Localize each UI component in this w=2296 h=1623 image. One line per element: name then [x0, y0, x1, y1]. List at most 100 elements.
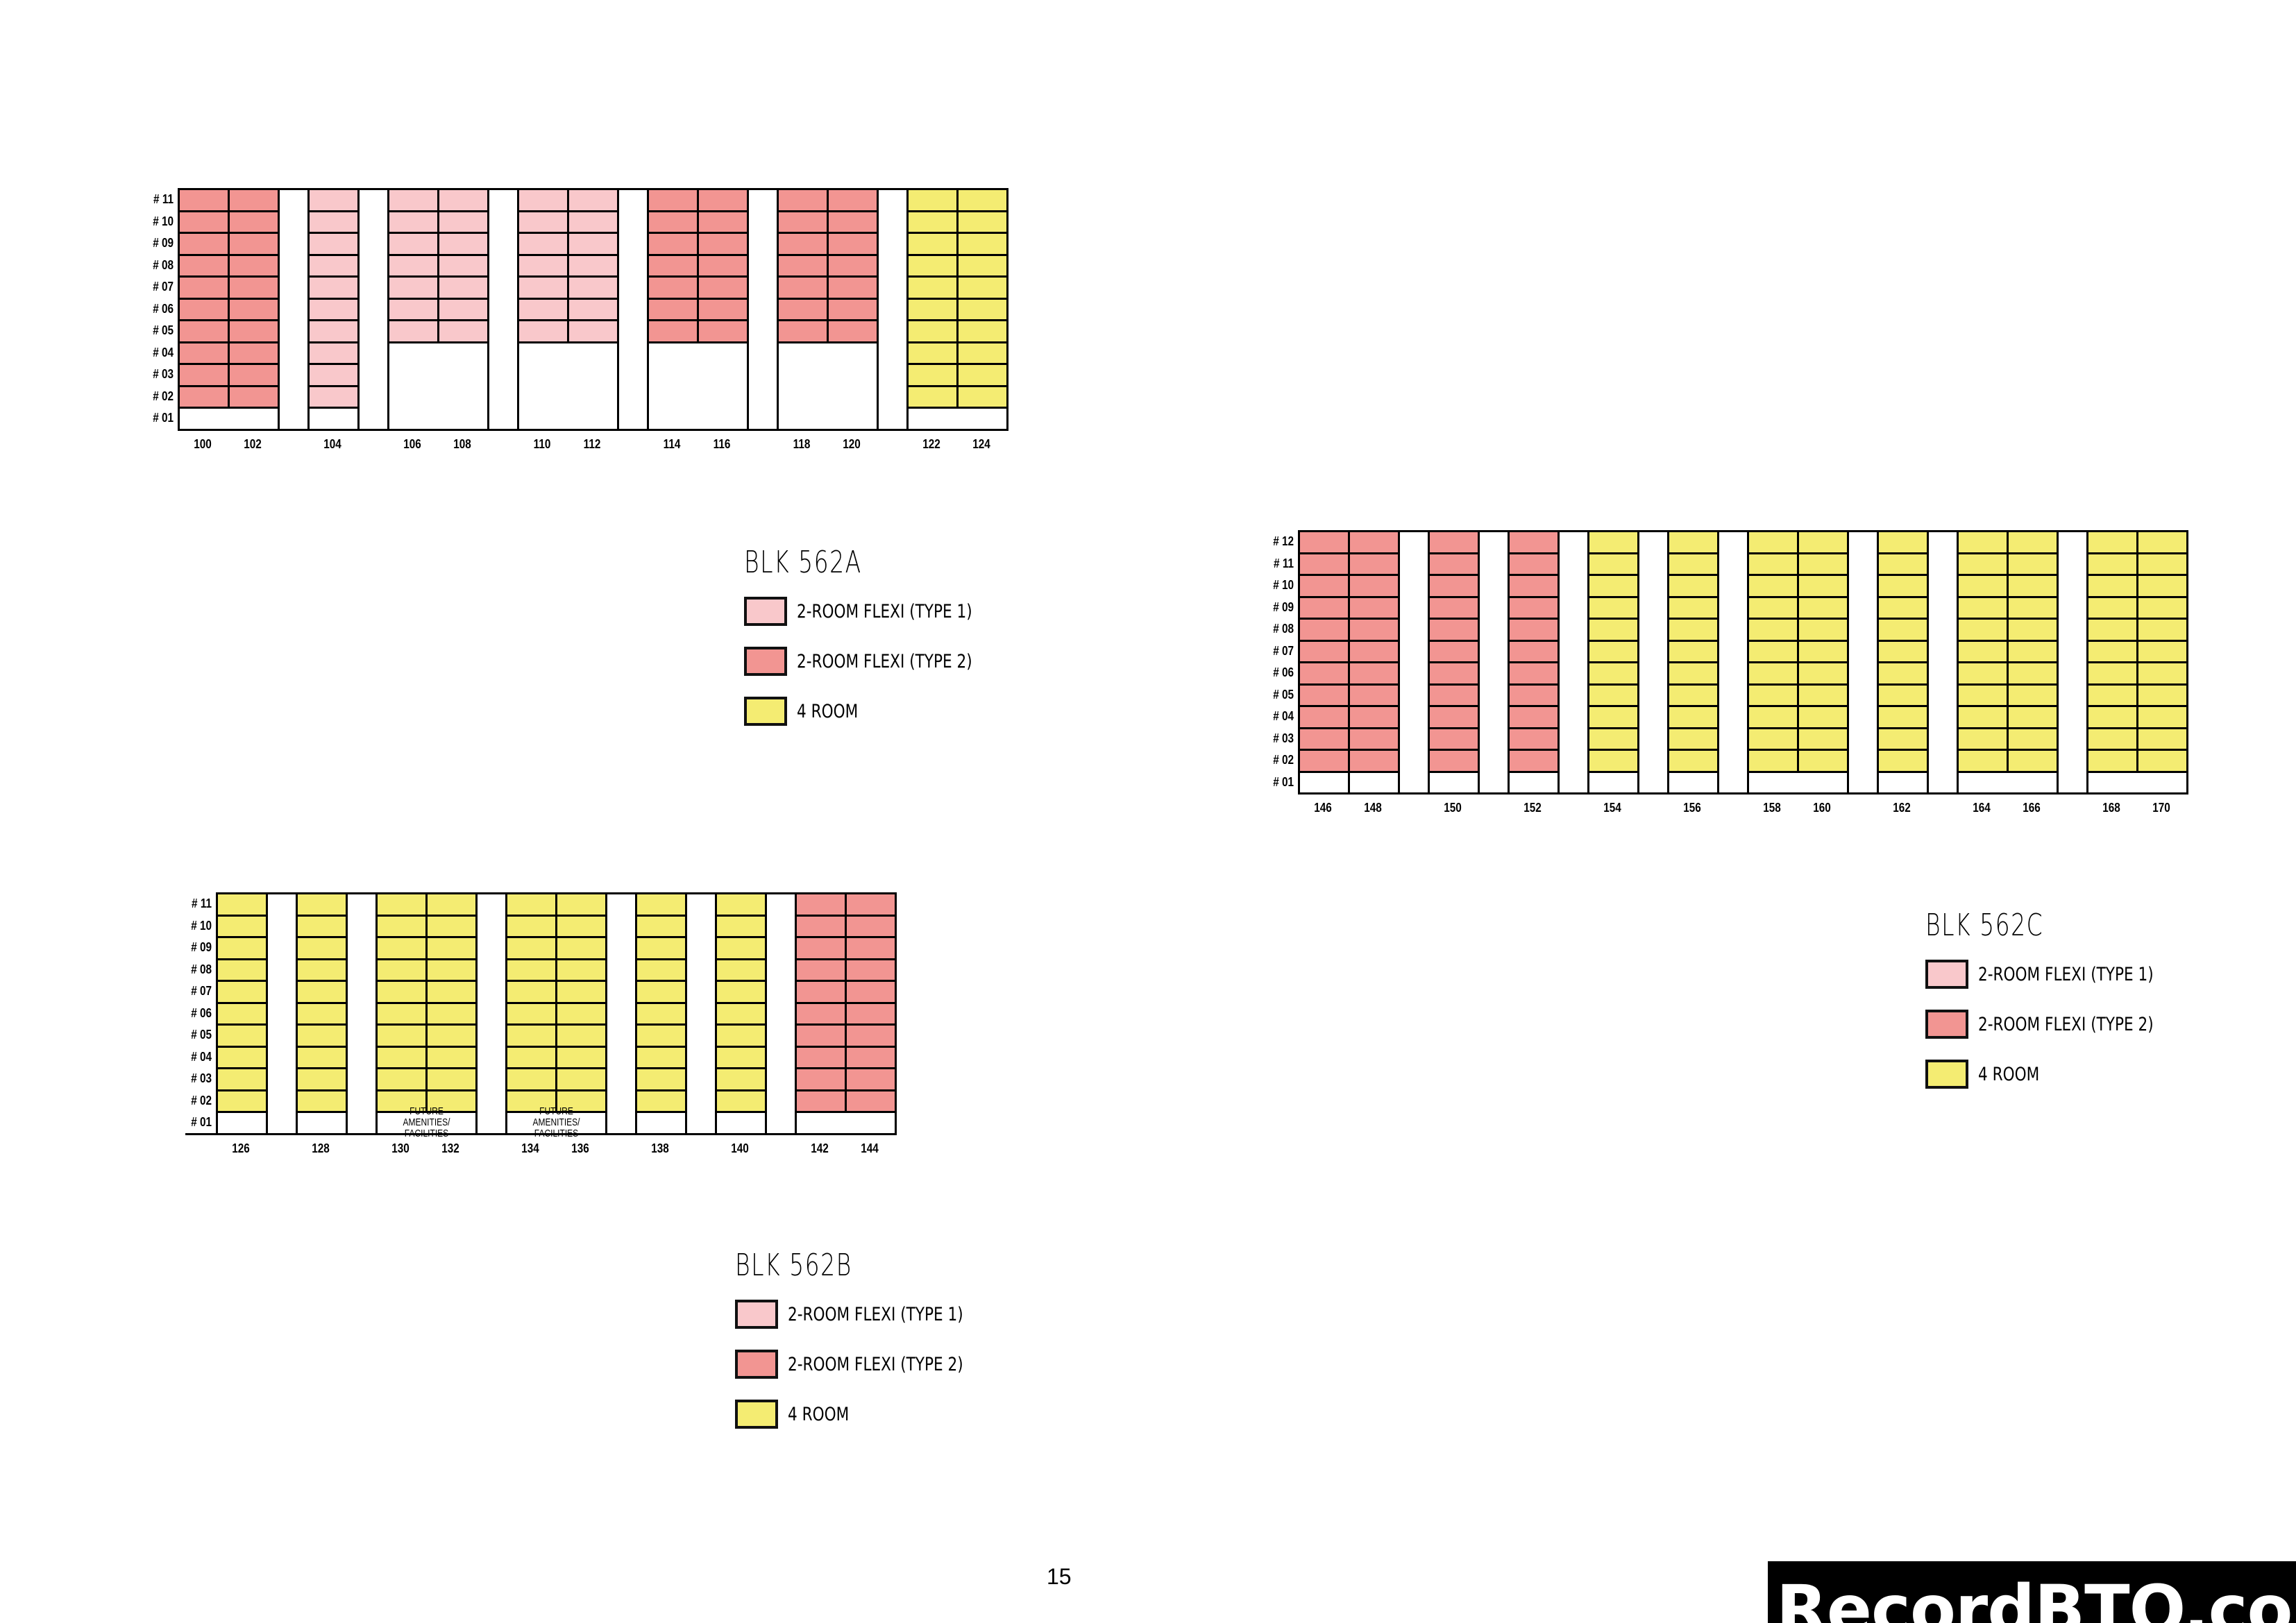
unit-cell — [845, 914, 897, 938]
unit-cell — [437, 210, 489, 234]
unit-cell — [296, 914, 348, 938]
unit-cell — [1747, 552, 1799, 576]
unit-cell — [437, 319, 489, 343]
unit-cell — [296, 980, 348, 1004]
floor-label: # 10 — [153, 214, 174, 228]
unit-cell — [555, 980, 607, 1004]
unit-cell — [1957, 726, 2009, 751]
unit-cell — [715, 980, 767, 1004]
unit-cell — [216, 1067, 268, 1091]
unit-cell — [795, 1067, 847, 1091]
unit-stack — [795, 892, 897, 1135]
unit-cell — [1508, 574, 1560, 598]
unit-cell — [228, 275, 280, 300]
unit-cell — [517, 210, 569, 234]
frame-bottom-line — [185, 1132, 897, 1135]
unit-cell — [1877, 552, 1929, 576]
unit-cell — [1877, 705, 1929, 729]
ground-floor-cell — [1298, 770, 1350, 794]
unit-stack — [517, 188, 619, 431]
unit-cell — [647, 319, 699, 343]
unit-cell — [505, 914, 557, 938]
unit-cell — [1587, 595, 1639, 620]
unit-stack: FUTURE AMENITIES/ FACILITIES — [505, 892, 607, 1139]
unit-cell — [1747, 705, 1799, 729]
floor-label: # 11 — [153, 192, 174, 206]
unit-cell — [845, 1089, 897, 1113]
unit-cell — [307, 384, 360, 409]
legend-item: 2-ROOM FLEXI (TYPE 1) — [1925, 949, 2197, 999]
unit-cell — [375, 980, 428, 1004]
unit-cell — [715, 936, 767, 960]
unit-cell — [1667, 726, 1719, 751]
legend-title: BLK 562B — [735, 1248, 852, 1283]
unit-cell — [216, 980, 268, 1004]
unit-cell — [2086, 749, 2138, 773]
unit-cell — [1298, 618, 1350, 642]
ground-floor-cell — [715, 1111, 767, 1135]
unit-cell — [567, 319, 619, 343]
unit-number-label: 164 — [1973, 801, 1991, 815]
legend-item: 4 ROOM — [744, 686, 1016, 736]
unit-number-label: 136 — [571, 1141, 589, 1155]
unit-cell — [906, 384, 959, 409]
unit-cell — [228, 188, 280, 212]
unit-cell — [178, 319, 230, 343]
unit-number-label: 110 — [533, 436, 551, 451]
unit-cell — [1957, 574, 2009, 598]
unit-cell — [1428, 705, 1480, 729]
unit-cell — [505, 892, 557, 917]
unit-cell — [647, 232, 699, 256]
unit-cell — [387, 297, 439, 321]
unit-cell — [1348, 683, 1400, 707]
unit-cell — [795, 892, 847, 917]
unit-cell — [2007, 618, 2059, 642]
unit-cell — [956, 297, 1008, 321]
unit-cell — [425, 1023, 478, 1048]
unit-cell — [795, 1001, 847, 1026]
unit-cell — [715, 958, 767, 982]
unit-cell — [1298, 705, 1350, 729]
legend-item: 2-ROOM FLEXI (TYPE 1) — [735, 1289, 1007, 1339]
unit-cell — [1667, 683, 1719, 707]
unit-cell — [228, 210, 280, 234]
unit-cell — [2086, 595, 2138, 620]
unit-cell — [1747, 683, 1799, 707]
floor-label: # 05 — [1273, 687, 1294, 702]
unit-number-label: 106 — [403, 436, 421, 451]
unit-cell — [555, 892, 607, 917]
ground-floor-cell — [635, 1111, 687, 1135]
unit-cell — [795, 1023, 847, 1048]
unit-cell — [375, 1001, 428, 1026]
floor-label: # 06 — [191, 1005, 212, 1020]
unit-cell — [845, 958, 897, 982]
unit-cell — [505, 958, 557, 982]
unit-cell — [216, 892, 268, 917]
legend-item: 2-ROOM FLEXI (TYPE 1) — [744, 586, 1016, 636]
unit-cell — [437, 188, 489, 212]
unit-cell — [1877, 639, 1929, 663]
unit-cell — [1667, 661, 1719, 686]
unit-cell — [296, 936, 348, 960]
unit-stack — [1667, 530, 1719, 794]
unit-stack — [906, 188, 1008, 431]
unit-cell — [845, 936, 897, 960]
unit-cell — [1667, 639, 1719, 663]
unit-cell — [505, 1023, 557, 1048]
unit-cell — [1957, 595, 2009, 620]
frame-bottom-line — [1298, 792, 2188, 794]
legend-swatch-room4 — [1925, 1060, 1968, 1089]
watermark-logo: RecordBTO.com — [1768, 1561, 2296, 1623]
unit-cell — [2086, 705, 2138, 729]
unit-cell — [228, 253, 280, 278]
legend-label: 2-ROOM FLEXI (TYPE 1) — [1978, 963, 2154, 985]
unit-cell — [845, 1067, 897, 1091]
unit-cell — [715, 1067, 767, 1091]
unit-cell — [956, 253, 1008, 278]
unit-cell — [1298, 749, 1350, 773]
unit-cell — [1877, 749, 1929, 773]
floor-label: # 10 — [1273, 578, 1294, 592]
unit-number-label: 104 — [323, 436, 341, 451]
unit-cell — [2007, 574, 2059, 598]
unit-cell — [375, 892, 428, 917]
